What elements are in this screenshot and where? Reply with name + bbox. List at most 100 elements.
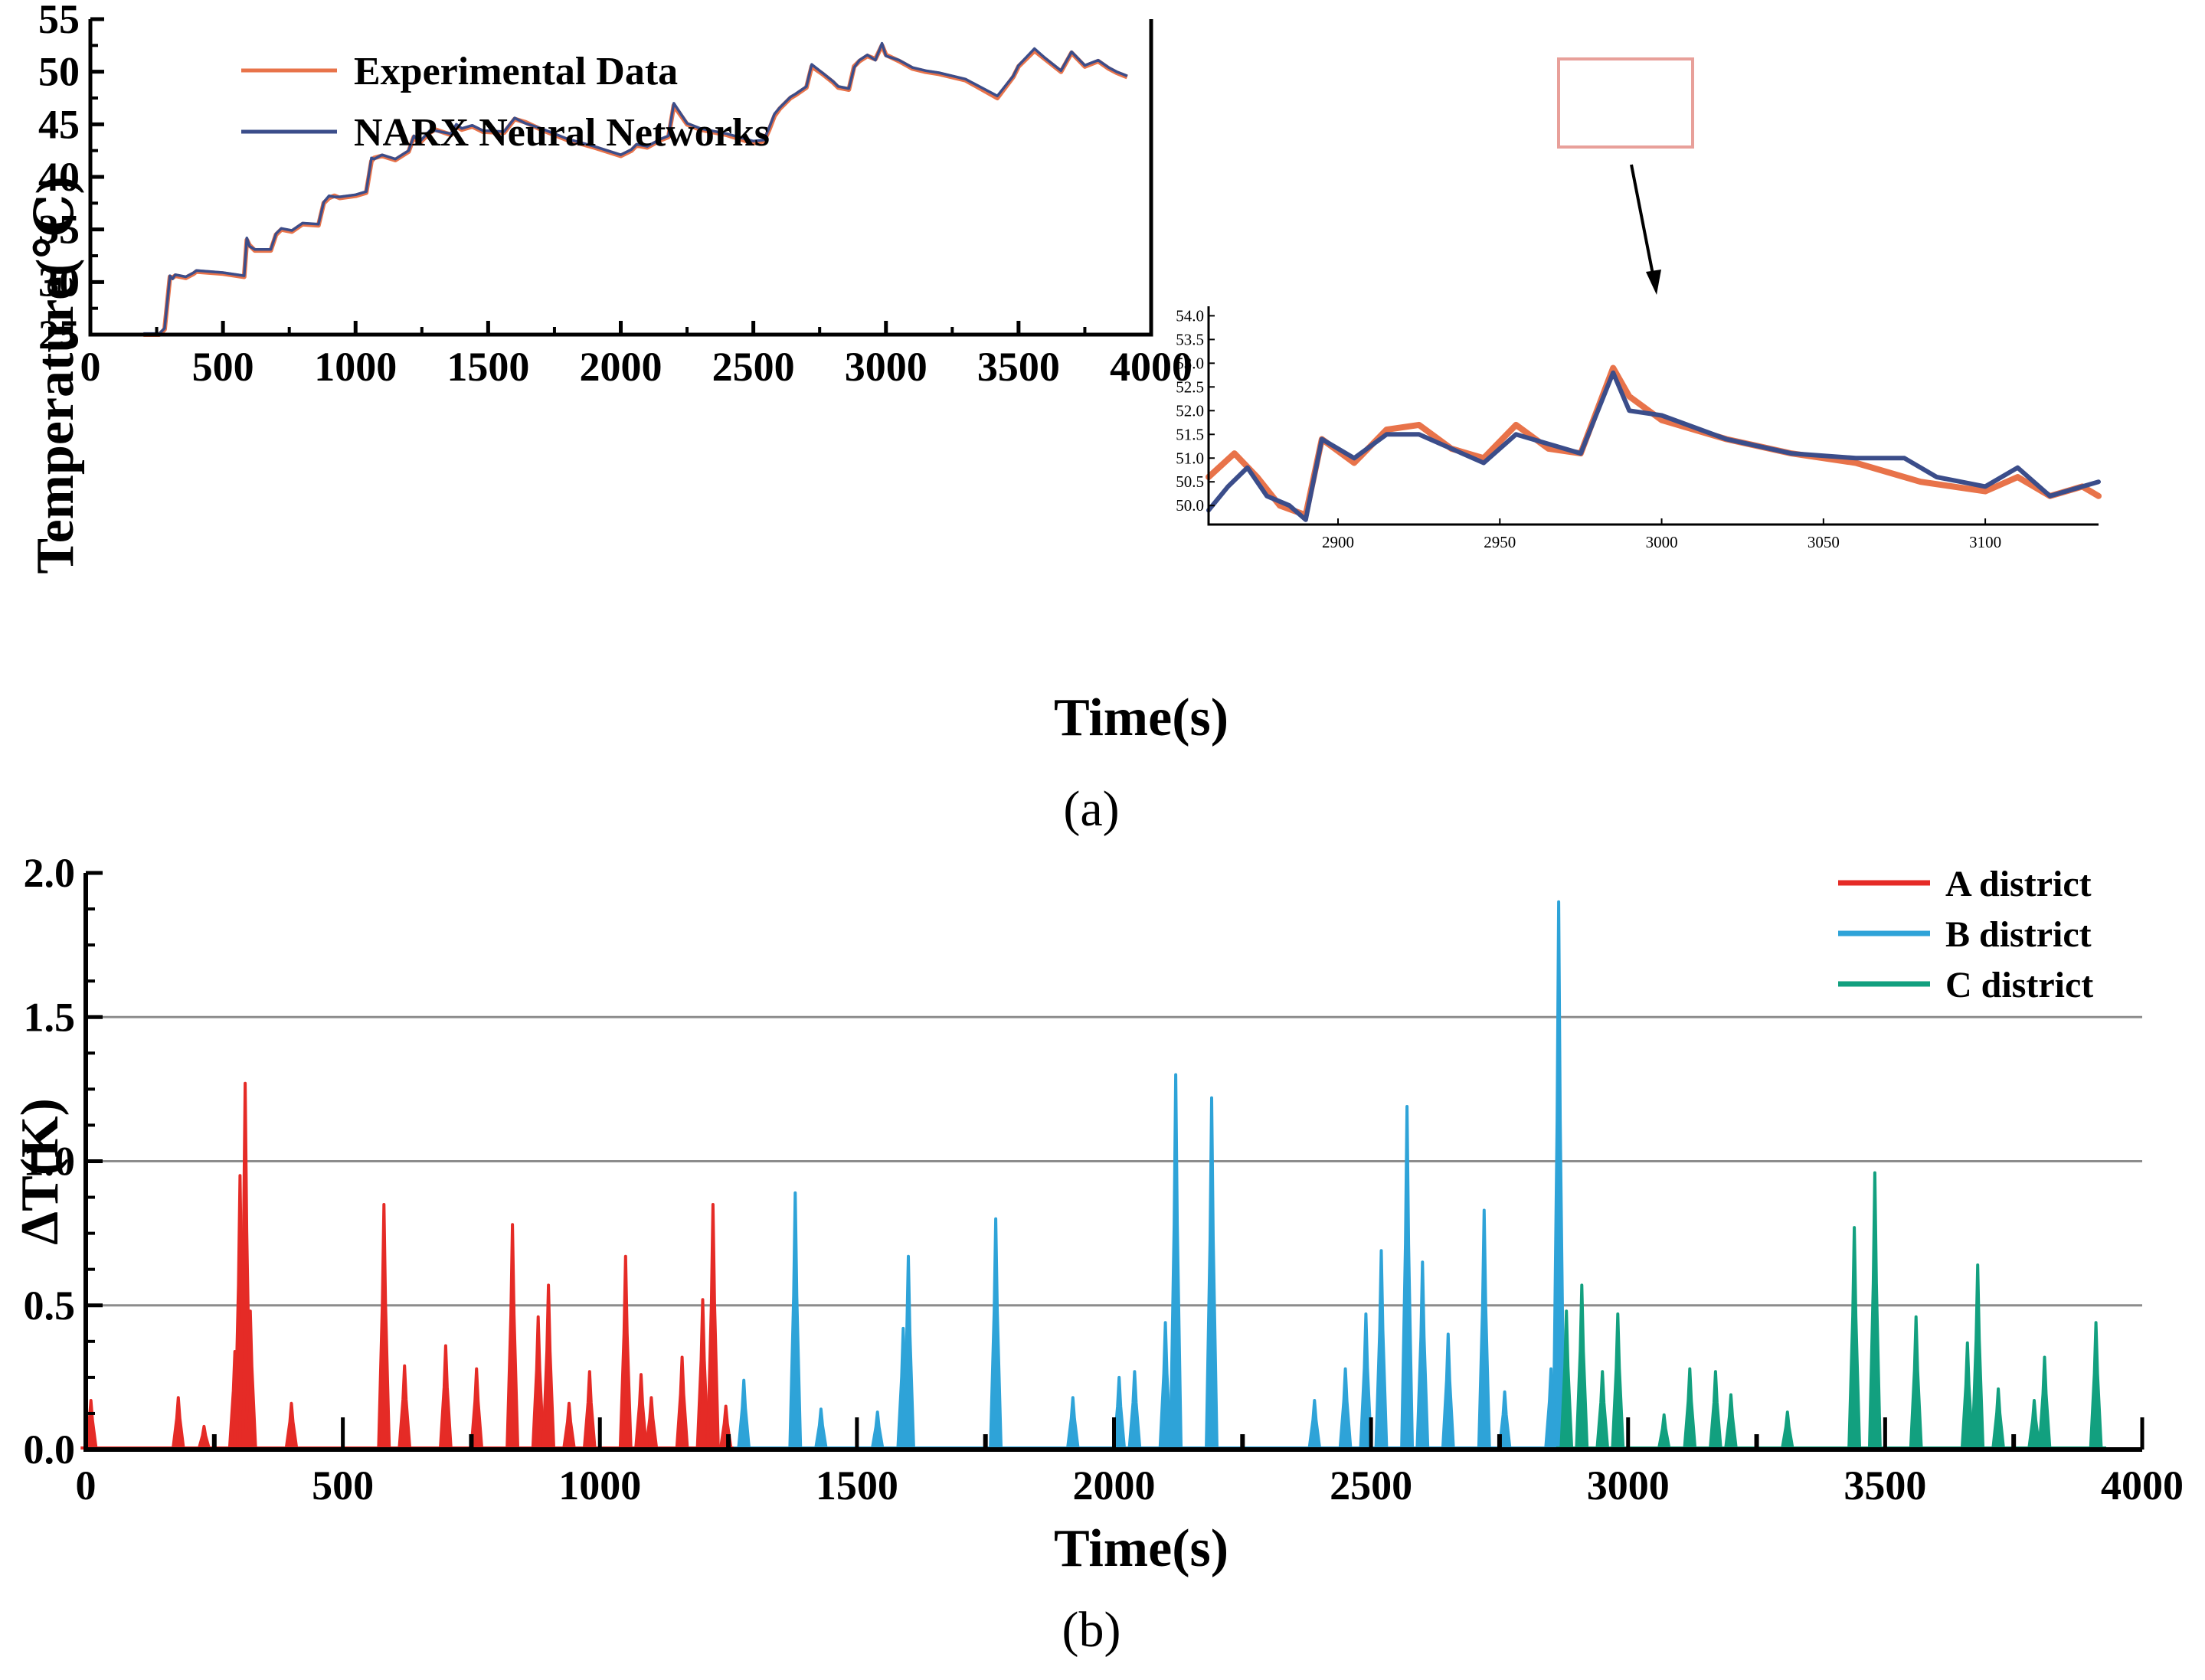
panel-a-x-tick-label: 4000 bbox=[1110, 344, 1192, 390]
inset-y-tick-label: 51.0 bbox=[1176, 449, 1204, 467]
panel-b-peak bbox=[541, 1283, 556, 1450]
panel-a-caption: (a) bbox=[1063, 781, 1119, 837]
legend-label-narx: NARX Neural Networks bbox=[354, 111, 770, 155]
panel-a-x-tick-label: 500 bbox=[192, 344, 254, 390]
panel-b-peak bbox=[397, 1364, 412, 1450]
panel-b-peak bbox=[171, 1396, 185, 1450]
panel-b-x-tick-label: 3000 bbox=[1587, 1463, 1670, 1508]
panel-a-x-tick-label: 1500 bbox=[447, 344, 529, 390]
zoom-region-box bbox=[1557, 57, 1694, 149]
panel-a-y-tick-label: 40 bbox=[38, 154, 80, 200]
panel-b-peak bbox=[1497, 1390, 1512, 1450]
panel-b-tick-labels: 0 500 1000 1500 2000 2500 3000 3500 4000 0.0 0.5 1.… bbox=[24, 850, 2184, 1508]
panel-b-peak bbox=[377, 1203, 391, 1450]
panel-b-peak bbox=[644, 1396, 659, 1450]
inset-chart: 2900 2950 3000 3050 3100 50.0 50.5 51.0 51.5 52.0… bbox=[1176, 306, 2102, 551]
inset-axes: 2900 2950 3000 3050 3100 50.0 50.5 51.0 51.5 52.0… bbox=[1176, 306, 2099, 551]
panel-a-x-tick-label: 3000 bbox=[845, 344, 927, 390]
zoom-arrowhead-icon bbox=[1646, 270, 1661, 295]
panel-b-x-tick-label: 4000 bbox=[2101, 1463, 2184, 1508]
panel-b-series-1 bbox=[733, 900, 1569, 1450]
panel-b-series-2 bbox=[1556, 1171, 2107, 1450]
panel-b-peak bbox=[1847, 1226, 1862, 1450]
panel-b-peak bbox=[582, 1370, 597, 1450]
panel-b-peak bbox=[197, 1424, 211, 1450]
panel-b-y-tick-label: 0.0 bbox=[24, 1427, 76, 1472]
panel-a-y-tick-label: 55 bbox=[38, 0, 80, 42]
panel-a-x-tick-label: 2000 bbox=[580, 344, 662, 390]
panel-b-x-tick-label: 2000 bbox=[1073, 1463, 1156, 1508]
panel-b-peak bbox=[870, 1410, 885, 1450]
chart-panel-b: 0 500 1000 1500 2000 2500 3000 3500 4000 0.0 0.5 1.… bbox=[11, 850, 2184, 1658]
panel-b-peak bbox=[83, 1399, 98, 1450]
panel-b-y-tick-label: 1.0 bbox=[24, 1139, 76, 1185]
panel-b-peak bbox=[284, 1401, 299, 1450]
panel-b-peak bbox=[1359, 1312, 1373, 1450]
panel-b-y-axis-label: ΔT(K) bbox=[11, 1098, 70, 1245]
panel-b-peak bbox=[2037, 1355, 2052, 1450]
panel-b-peak bbox=[1708, 1370, 1722, 1450]
panel-a-series-line-1 bbox=[143, 41, 1128, 335]
panel-b-peak bbox=[1307, 1399, 1322, 1450]
panel-b-y-tick-label: 1.5 bbox=[24, 994, 76, 1040]
panel-b-peak bbox=[562, 1401, 576, 1450]
panel-b-peak bbox=[813, 1407, 828, 1450]
panel-b-y-tick-label: 0.5 bbox=[24, 1283, 76, 1329]
inset-x-tick-label: 3000 bbox=[1646, 533, 1678, 551]
panel-a-y-tick-label: 35 bbox=[38, 207, 80, 253]
legend-label-experimental: Experimental Data bbox=[354, 50, 678, 93]
panel-b-peak bbox=[1971, 1263, 1985, 1450]
inset-series-group bbox=[1206, 364, 2102, 522]
panel-b-series-group bbox=[80, 900, 2107, 1450]
panel-b-x-tick-label: 1000 bbox=[558, 1463, 641, 1508]
inset-x-tick-label: 2950 bbox=[1484, 533, 1516, 551]
panel-b-peak bbox=[2027, 1399, 2041, 1450]
panel-b-peak bbox=[1112, 1375, 1127, 1450]
panel-b-peak bbox=[1065, 1396, 1080, 1450]
inset-x-tick-label: 3050 bbox=[1808, 533, 1840, 551]
inset-y-tick-label: 50.5 bbox=[1176, 472, 1204, 491]
zoom-arrow bbox=[1630, 164, 1656, 283]
inset-y-tick-label: 51.5 bbox=[1176, 425, 1204, 443]
panel-b-peak bbox=[1657, 1413, 1671, 1450]
panel-b-peak bbox=[1338, 1367, 1353, 1450]
panel-a-y-tick-label: 45 bbox=[38, 101, 80, 147]
panel-b-peak bbox=[1477, 1208, 1491, 1450]
inset-y-tick-label: 50.0 bbox=[1176, 496, 1204, 515]
inset-y-tick-label: 53.5 bbox=[1176, 330, 1204, 348]
inset-y-tick-label: 52.5 bbox=[1176, 378, 1204, 396]
panel-b-peak bbox=[788, 1191, 803, 1450]
panel-b-peak bbox=[1724, 1393, 1738, 1450]
panel-b-peak bbox=[531, 1315, 545, 1450]
inset-y-tick-label: 52.0 bbox=[1176, 401, 1204, 420]
panel-b-peak bbox=[1205, 1096, 1219, 1450]
panel-b-x-tick-label: 3500 bbox=[1843, 1463, 1926, 1508]
panel-a-y-tick-label: 50 bbox=[38, 49, 80, 95]
panel-b-peak bbox=[1169, 1073, 1183, 1450]
panel-b-peak bbox=[1611, 1312, 1625, 1450]
panel-b-peak bbox=[901, 1254, 915, 1450]
chart-panel-a: 0 500 1000 1500 2000 2500 3000 3500 4000 25 30 35 40… bbox=[26, 0, 2102, 837]
panel-a-x-tick-label: 2500 bbox=[712, 344, 795, 390]
panel-a-y-axis-label: Temperature(℃) bbox=[26, 176, 85, 574]
panel-b-peak bbox=[1991, 1387, 2006, 1450]
panel-b-peak bbox=[469, 1367, 484, 1450]
legend-label-c-district: C district bbox=[1945, 965, 2093, 1005]
panel-b-peak bbox=[695, 1298, 710, 1450]
panel-b-peak bbox=[1374, 1249, 1389, 1450]
panel-b-x-tick-label: 2500 bbox=[1330, 1463, 1412, 1508]
inset-axis-frame bbox=[1207, 306, 2099, 526]
panel-a-legend: Experimental Data NARX Neural Networks bbox=[241, 50, 770, 155]
panel-a-series-group bbox=[143, 41, 1128, 337]
panel-b-peak bbox=[1683, 1367, 1697, 1450]
panel-b-peak bbox=[1780, 1410, 1794, 1450]
panel-b-axes bbox=[83, 871, 2144, 1452]
panel-b-peak bbox=[1909, 1315, 1923, 1450]
inset-y-tick-label: 54.0 bbox=[1176, 306, 1204, 325]
panel-b-peak bbox=[1595, 1370, 1610, 1450]
panel-a-axes bbox=[88, 17, 1153, 337]
inset-x-tick-label: 3100 bbox=[1969, 533, 2001, 551]
panel-b-peak bbox=[505, 1223, 520, 1450]
panel-b-x-axis-label: Time(s) bbox=[1054, 1519, 1228, 1578]
panel-a-x-axis-label: Time(s) bbox=[1054, 688, 1228, 747]
